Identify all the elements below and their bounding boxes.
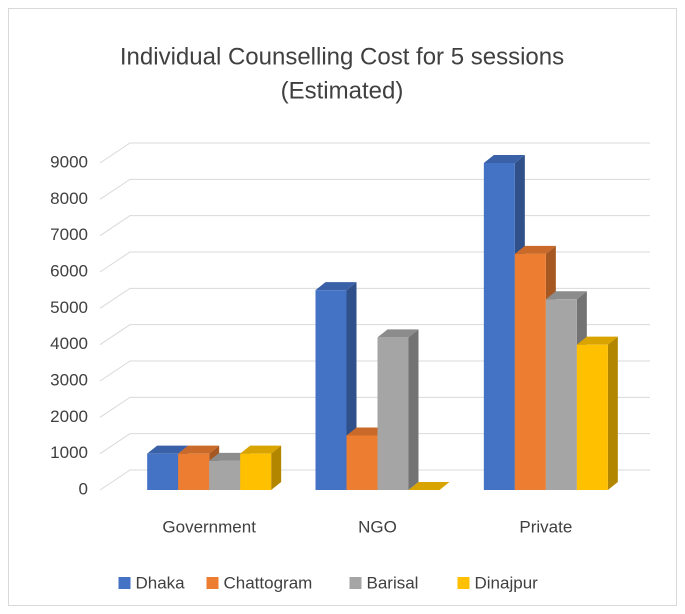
grid-line [99,396,650,418]
legend-label: Dinajpur [475,573,539,592]
legend-label: Dhaka [136,573,186,592]
bar-face [607,336,618,490]
y-tick-label: 4000 [50,334,88,353]
bar-face [178,445,220,454]
bar [377,329,419,490]
grid-line [99,287,650,309]
bar-face [178,453,210,490]
bar-face [576,344,608,490]
x-tick-label: NGO [358,517,397,536]
grid-line [99,251,650,273]
bar [408,482,450,490]
legend-label: Barisal [367,573,419,592]
bar-face [147,453,179,490]
legend-swatch [206,577,219,589]
x-tick-label: Private [519,517,572,536]
grid-line [99,433,650,455]
bar-face [514,253,546,490]
y-tick-label: 0 [79,479,88,498]
bar-face [514,245,556,254]
x-tick-label: Government [162,517,256,536]
bar-face [408,329,419,490]
bar-face [346,435,378,490]
bar-face [377,329,419,338]
y-tick-label: 5000 [50,298,88,317]
y-tick-label: 1000 [50,443,88,462]
grid-line [99,324,650,346]
y-tick-label: 8000 [50,189,88,208]
chart-title: Individual Counselling Cost for 5 sessio… [120,43,564,70]
y-tick-label: 9000 [50,152,88,171]
bar-face [346,427,388,436]
bar-face [209,460,241,490]
bar [240,445,282,490]
legend-swatch [457,577,470,589]
grid-line [99,142,650,164]
y-tick-label: 6000 [50,261,88,280]
bar-face [545,299,577,490]
bar-face [240,453,272,490]
grid-line [99,215,650,237]
y-tick-label: 2000 [50,407,88,426]
bar-face [240,445,282,454]
y-tick-label: 3000 [50,370,88,389]
legend-swatch [118,577,131,589]
chart-subtitle: (Estimated) [281,77,404,104]
bar-face [209,452,251,461]
grid-line [99,469,650,491]
bar-face [377,337,409,490]
bar-face [483,155,525,163]
y-tick-label: 7000 [50,225,88,244]
grid-line [99,178,650,200]
legend-swatch [349,577,362,589]
bar-face [315,290,347,490]
bar-face [147,445,189,454]
bar-face [545,291,587,300]
bar-face [315,282,357,291]
bar [576,336,618,490]
grid-line [99,360,650,382]
bar-face [271,445,282,490]
bar-face [483,163,515,490]
bar-face [408,482,450,490]
bar-face [576,336,618,345]
legend-label: Chattogram [224,573,313,592]
